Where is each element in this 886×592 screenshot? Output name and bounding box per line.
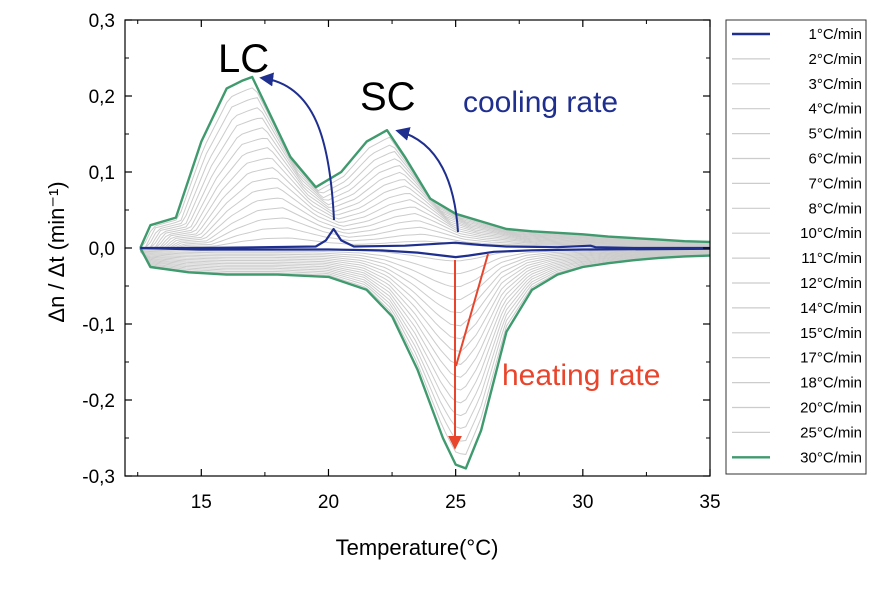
series-line-gray-heating bbox=[140, 249, 710, 314]
series-line-30-cooling bbox=[139, 75, 711, 249]
legend-label: 12°C/min bbox=[800, 275, 862, 292]
series-line-gray-cooling bbox=[140, 157, 711, 249]
series-line-gray-heating bbox=[139, 248, 711, 455]
series-line-gray-heating bbox=[139, 250, 711, 417]
legend-label: 1°C/min bbox=[808, 26, 862, 43]
legend-label: 30°C/min bbox=[800, 449, 862, 466]
heating-rate-label: heating rate bbox=[502, 359, 660, 392]
x-axis-title: Temperature(°C) bbox=[336, 535, 499, 560]
legend-label: 2°C/min bbox=[808, 51, 862, 68]
series-line-gray-heating bbox=[139, 251, 710, 378]
legend-label: 10°C/min bbox=[800, 225, 862, 242]
x-tick-label: 35 bbox=[699, 492, 720, 513]
legend-label: 18°C/min bbox=[800, 375, 862, 392]
y-tick-label: 0,3 bbox=[89, 11, 115, 32]
legend-label: 3°C/min bbox=[808, 76, 862, 93]
series-line-gray-heating bbox=[139, 249, 711, 429]
x-tick-label: 20 bbox=[318, 492, 339, 513]
legend-label: 15°C/min bbox=[800, 325, 862, 342]
series-line-gray-cooling bbox=[140, 227, 710, 249]
legend: 1°C/min 2°C/min 3°C/min 4°C/min 5°C/min 6°C/m… bbox=[725, 19, 867, 475]
legend-label: 11°C/min bbox=[801, 250, 862, 267]
x-tick-label: 30 bbox=[572, 492, 593, 513]
legend-label: 14°C/min bbox=[800, 300, 862, 317]
x-tick-label: 25 bbox=[445, 492, 466, 513]
y-tick-label: 0,0 bbox=[89, 239, 115, 260]
legend-label: 17°C/min bbox=[800, 350, 862, 367]
series-line-gray-cooling bbox=[140, 107, 711, 249]
series-line-gray-heating bbox=[139, 251, 710, 353]
legend-label: 25°C/min bbox=[800, 424, 862, 441]
legend-box bbox=[725, 19, 867, 475]
heating-guide-line bbox=[455, 253, 489, 367]
legend-label: 8°C/min bbox=[808, 200, 862, 217]
series-line-gray-cooling bbox=[140, 177, 711, 249]
lc-label: LC bbox=[218, 37, 269, 81]
series-line-gray-cooling bbox=[140, 197, 711, 249]
series-line-gray-heating bbox=[139, 251, 710, 365]
highlight-series-group bbox=[139, 75, 711, 470]
sc-label: SC bbox=[360, 75, 416, 119]
y-tick-label: -0,1 bbox=[82, 315, 115, 336]
series-line-1-cooling bbox=[140, 227, 710, 250]
series-line-gray-heating bbox=[139, 250, 710, 404]
lc-arrow bbox=[259, 72, 335, 221]
legend-label: 4°C/min bbox=[808, 101, 862, 118]
legend-label: 5°C/min bbox=[808, 126, 862, 143]
series-line-gray-heating bbox=[139, 250, 711, 391]
series-line-gray-cooling bbox=[140, 97, 711, 249]
legend-label: 7°C/min bbox=[808, 175, 862, 192]
series-line-gray-cooling bbox=[140, 167, 711, 249]
series-line-gray-heating bbox=[140, 249, 710, 301]
series-line-gray-heating bbox=[139, 249, 711, 442]
sc-arrow bbox=[395, 127, 459, 233]
series-line-30-heating bbox=[139, 247, 711, 470]
y-tick-label: 0,2 bbox=[89, 87, 115, 108]
series-line-gray-cooling bbox=[140, 137, 711, 249]
legend-label: 6°C/min bbox=[808, 151, 862, 168]
y-axis-title: Δn / Δt (min⁻¹) bbox=[44, 181, 69, 322]
series-line-gray-cooling bbox=[140, 147, 711, 249]
series-line-gray-heating bbox=[139, 250, 710, 340]
series-line-gray-cooling bbox=[140, 207, 711, 249]
y-tick-label: 0,1 bbox=[89, 163, 115, 184]
series-line-gray-cooling bbox=[140, 187, 711, 249]
series-line-1-heating bbox=[140, 246, 711, 259]
x-tick-label: 15 bbox=[191, 492, 212, 513]
series-line-gray-heating bbox=[140, 250, 710, 327]
series-line-gray-cooling bbox=[139, 87, 711, 249]
gray-series-group bbox=[139, 87, 711, 455]
legend-label: 20°C/min bbox=[800, 400, 862, 417]
series-line-gray-cooling bbox=[140, 217, 710, 249]
y-tick-label: -0,3 bbox=[82, 467, 115, 488]
cooling-rate-label: cooling rate bbox=[463, 86, 618, 119]
axes: 15 20 25 30 35 0,3 0,2 0,1 0,0 -0,1 -0,2 -0,3 bbox=[82, 11, 720, 513]
y-tick-label: -0,2 bbox=[82, 391, 115, 412]
